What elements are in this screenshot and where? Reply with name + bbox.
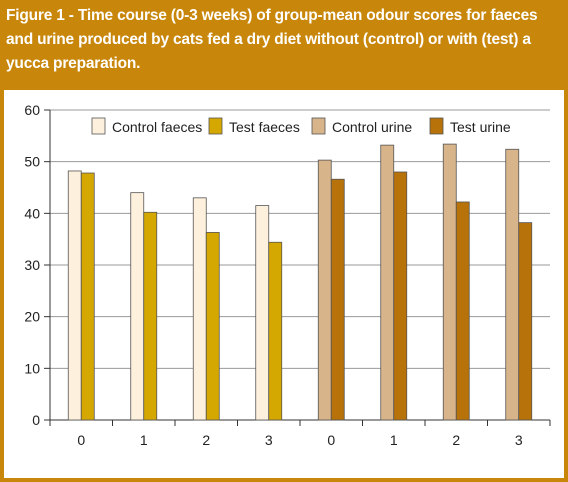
bar-control-urine [442,143,457,421]
bar-test-urine [393,171,408,421]
bar-test-faeces [268,241,283,421]
bar-test-faeces [143,211,158,421]
figure-caption: Figure 1 - Time course (0-3 weeks) of gr… [6,7,538,72]
legend-label-control-urine: Control urine [332,119,412,135]
y-tick-label: 20 [24,309,40,325]
x-tick-label: 1 [140,432,148,448]
bar-control-faeces [130,192,145,421]
legend-swatch-control-urine [311,117,326,135]
x-tick-label: 0 [77,432,85,448]
y-tick-label: 40 [24,205,40,221]
y-tick-label: 0 [32,412,40,428]
legend-swatch-control-faeces [91,117,106,135]
bar-test-faeces [80,172,95,421]
bar-test-urine [518,222,533,421]
x-tick-label: 2 [452,432,460,448]
legend-label-test-urine: Test urine [450,119,511,135]
bar-control-faeces [192,197,207,421]
legend-label-test-faeces: Test faeces [229,119,300,135]
bar-control-faeces [67,170,82,421]
x-tick-label: 2 [202,432,210,448]
chart-panel: 0 10 20 30 40 50 60 0 1 2 3 0 1 2 3 Control faeces Test … [4,90,564,478]
x-tick-label: 0 [327,432,335,448]
y-tick-label: 50 [24,154,40,170]
y-tick-label: 30 [24,257,40,273]
x-tick-label: 1 [390,432,398,448]
bar-control-faeces [255,205,270,421]
bar-control-urine [317,159,332,421]
y-tick-label: 60 [24,102,40,118]
legend-label-control-faeces: Control faeces [112,119,202,135]
x-tick-label: 3 [265,432,273,448]
legend-swatch-test-urine [429,117,444,135]
bar-test-urine [330,178,345,421]
bar-control-urine [380,144,395,421]
y-tick-label: 10 [24,360,40,376]
bar-control-urine [505,148,520,421]
bar-test-faeces [205,232,220,421]
legend-swatch-test-faeces [208,117,223,135]
bar-test-urine [455,201,470,421]
x-tick-label: 3 [515,432,523,448]
